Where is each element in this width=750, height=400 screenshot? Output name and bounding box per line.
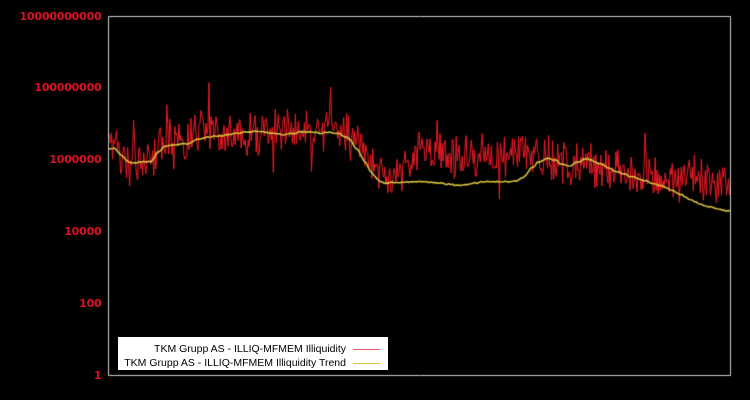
y-tick-label: 10000: [64, 224, 102, 238]
legend-entry-illiquidity[interactable]: TKM Grupp AS - ILLIQ-MFMEM Illiquidity: [154, 342, 382, 357]
y-tick-label: 100000000: [34, 81, 102, 95]
chart-legend: TKM Grupp AS - ILLIQ-MFMEM Illiquidity TK…: [118, 337, 388, 370]
legend-entry-illiquidity_trend[interactable]: TKM Grupp AS - ILLIQ-MFMEM Illiquidity T…: [124, 356, 382, 371]
legend-label: TKM Grupp AS - ILLIQ-MFMEM Illiquidity T…: [124, 357, 346, 369]
legend-line-swatch-illiquidity_trend: [353, 363, 380, 364]
legend-label: TKM Grupp AS - ILLIQ-MFMEM Illiquidity: [154, 343, 346, 355]
y-tick-label: 100: [79, 296, 102, 310]
y-tick-label: 10000000000: [19, 9, 102, 23]
legend-line-swatch-illiquidity: [353, 349, 380, 350]
y-tick-label: 1000000: [49, 153, 102, 167]
y-tick-label: 1: [94, 368, 102, 382]
